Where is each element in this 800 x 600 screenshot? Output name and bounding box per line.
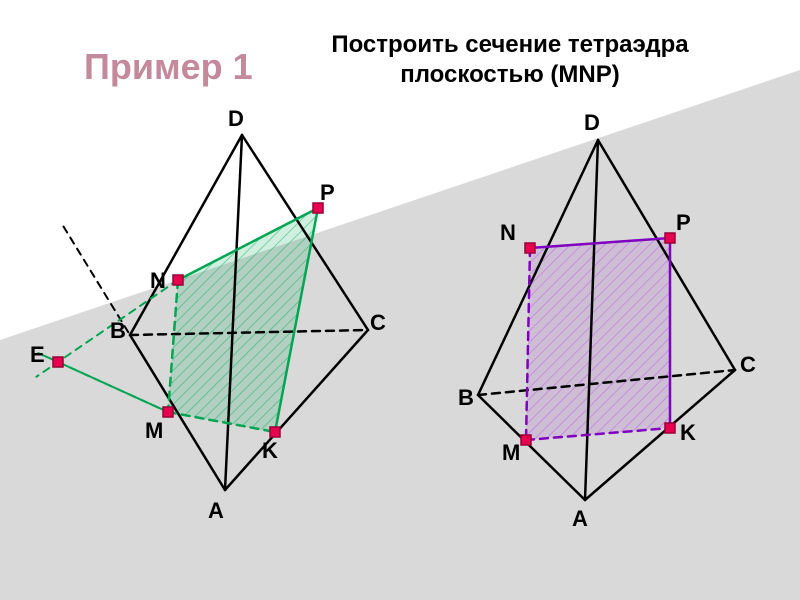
- vertex-M: [521, 435, 531, 445]
- label-r-M: M: [502, 440, 520, 466]
- label-r-N: N: [500, 220, 516, 246]
- label-r-D: D: [584, 110, 600, 136]
- vertex-P: [665, 233, 675, 243]
- vertex-K: [665, 423, 675, 433]
- problem-line-2: плоскостью (MNP): [400, 61, 620, 88]
- label-B: B: [110, 318, 126, 344]
- problem-line-1: Построить сечение тетраэдра: [331, 31, 688, 58]
- label-E: E: [30, 342, 45, 368]
- label-r-A: A: [572, 506, 588, 532]
- problem-statement: Построить сечение тетраэдра плоскостью (…: [300, 30, 720, 90]
- label-r-C: C: [740, 352, 756, 378]
- label-D: D: [228, 106, 244, 132]
- section-hatch: [526, 238, 670, 440]
- label-C: C: [370, 310, 386, 336]
- vertex-N: [525, 243, 535, 253]
- example-number-title: Пример 1: [84, 46, 253, 88]
- label-K: K: [262, 438, 278, 464]
- label-r-K: K: [680, 420, 696, 446]
- label-r-P: P: [676, 210, 691, 236]
- label-N: N: [150, 268, 166, 294]
- label-M: M: [145, 418, 163, 444]
- label-r-B: B: [458, 385, 474, 411]
- label-P: P: [320, 180, 335, 206]
- label-A: A: [208, 498, 224, 524]
- right-diagram: [0, 0, 800, 600]
